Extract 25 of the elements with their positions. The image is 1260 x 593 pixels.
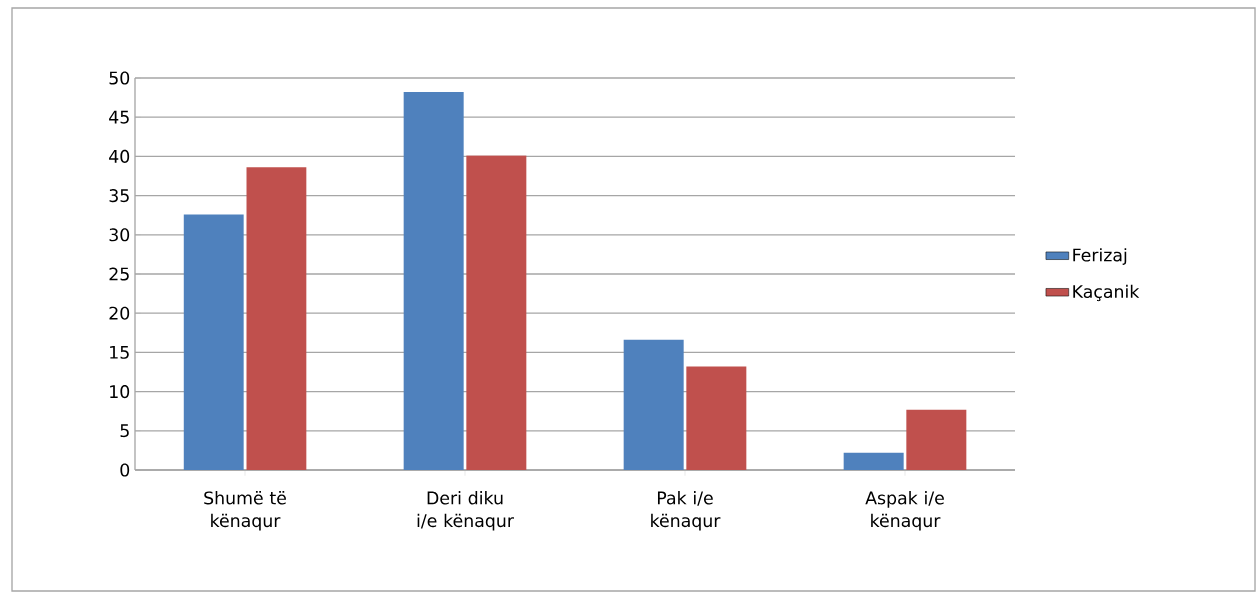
bar [466, 155, 527, 470]
y-tick-label: 0 [120, 463, 130, 477]
bar [686, 366, 747, 470]
y-tick-label: 45 [109, 110, 129, 124]
x-tick-label: Pak i/e kënaqur [651, 491, 721, 531]
y-tick-label: 15 [110, 345, 129, 359]
x-tick-label: Deri diku i/e kënaqur [417, 491, 514, 531]
bar [623, 339, 684, 470]
bar [403, 92, 464, 470]
y-tick-label: 20 [109, 306, 130, 320]
y-tick-label: 5 [120, 424, 129, 438]
x-tick-label: Shumë të kënaqur [204, 491, 286, 531]
y-tick-label: 25 [109, 267, 129, 281]
bar [246, 167, 307, 470]
y-tick-label: 40 [109, 149, 130, 163]
x-tick-label: Aspak i/e kënaqur [865, 491, 944, 531]
legend-label: Ferizaj [1073, 248, 1127, 265]
bar [906, 409, 967, 470]
y-tick-label: 35 [109, 189, 129, 203]
legend-label: Kaçanik [1073, 284, 1140, 302]
bar [183, 214, 244, 470]
y-tick-label: 50 [109, 71, 130, 85]
bar [843, 452, 904, 470]
y-tick-label: 30 [109, 228, 130, 242]
y-tick-label: 10 [110, 385, 130, 399]
